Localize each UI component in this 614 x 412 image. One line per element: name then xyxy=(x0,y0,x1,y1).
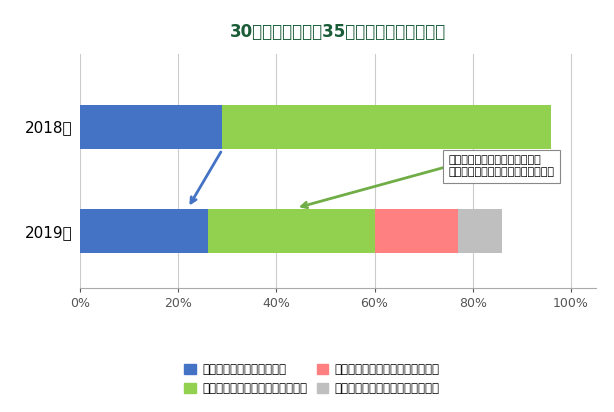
Bar xyxy=(222,105,551,149)
Bar xyxy=(80,105,222,149)
Bar xyxy=(208,209,375,253)
Text: メタボ・メタボ予備軍が減少！
メタボ判定されなかった人は増加！: メタボ・メタボ予備軍が減少！ メタボ判定されなかった人は増加！ xyxy=(448,155,554,177)
Bar xyxy=(375,209,458,253)
Bar xyxy=(80,209,208,253)
Title: 30代メタボ参加者35名のメタボ判定の変化: 30代メタボ参加者35名のメタボ判定の変化 xyxy=(230,23,446,41)
Bar xyxy=(458,209,502,253)
Legend: メタボリックシンドローム, メタボリックシンドローム予備軍, メタボ・メタボ予備軍に該当せず, その他（判定不能、未受診など）: メタボリックシンドローム, メタボリックシンドローム予備軍, メタボ・メタボ予備… xyxy=(180,358,444,400)
